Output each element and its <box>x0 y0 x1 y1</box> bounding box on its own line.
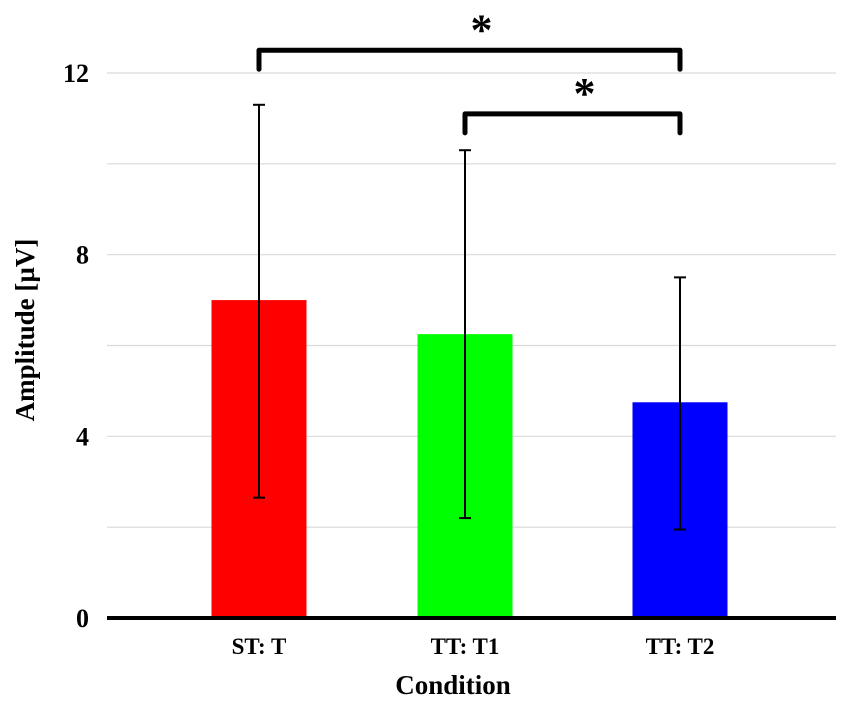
y-tick-label: 0 <box>76 604 89 633</box>
y-axis-title: Amplitude [µV] <box>10 239 40 422</box>
bars <box>211 300 728 618</box>
significance-star-1: * <box>471 5 493 54</box>
x-tick-label: TT: T1 <box>431 634 500 659</box>
significance-brackets: ** <box>256 5 683 136</box>
x-tick-label: TT: T2 <box>646 634 715 659</box>
y-tick-label: 4 <box>76 422 89 451</box>
x-axis-title: Condition <box>395 670 511 700</box>
x-tick-label: ST: T <box>232 634 287 659</box>
error-bars <box>253 103 686 531</box>
y-tick-label: 12 <box>63 59 89 88</box>
significance-bracket-2 <box>462 111 683 136</box>
significance-bracket-1 <box>256 47 683 72</box>
x-tick-labels: ST: T TT: T1 TT: T2 <box>232 634 715 659</box>
significance-star-2: * <box>574 69 596 118</box>
y-tick-label: 8 <box>76 241 89 270</box>
y-tick-labels: 0 4 8 12 <box>63 59 89 633</box>
